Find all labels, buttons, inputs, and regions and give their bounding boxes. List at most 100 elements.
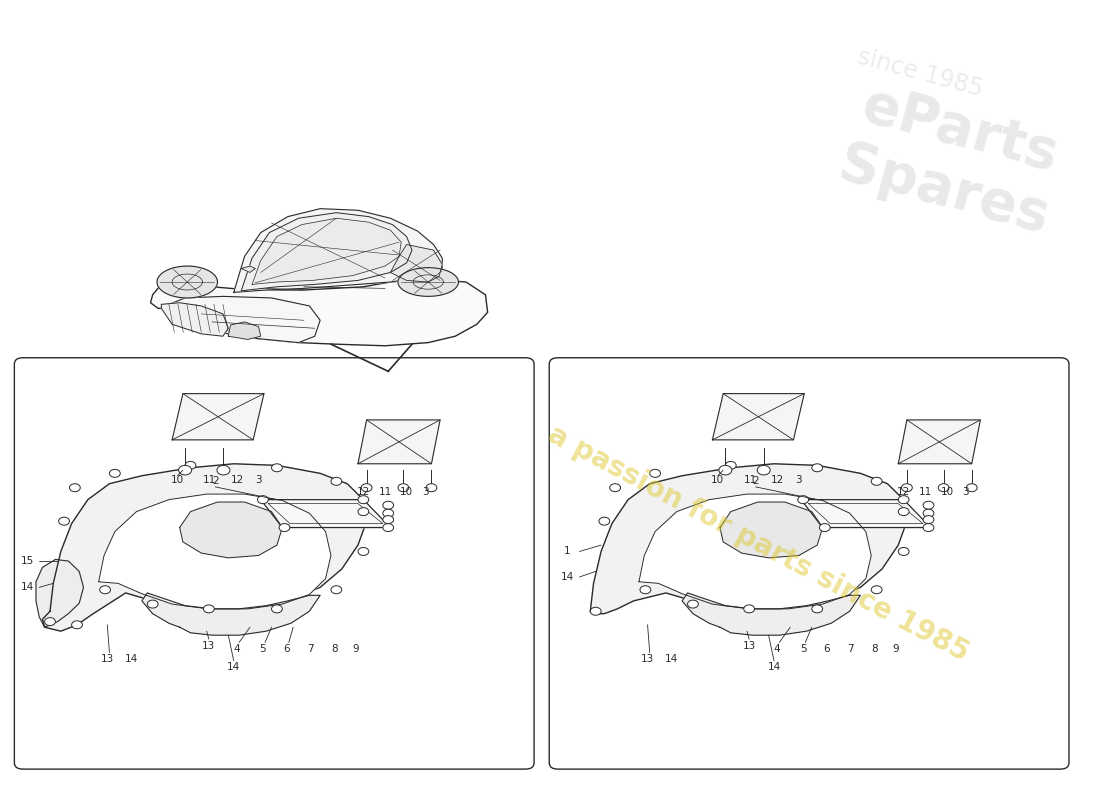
FancyBboxPatch shape [14,358,535,769]
Circle shape [598,517,609,525]
Circle shape [383,502,394,510]
Text: 11: 11 [744,474,757,485]
Text: 3: 3 [795,474,802,485]
Text: 11: 11 [378,486,392,497]
Polygon shape [99,494,331,609]
Text: 15: 15 [21,556,34,566]
Polygon shape [151,279,487,346]
Text: 14: 14 [664,654,678,664]
Text: 6: 6 [824,644,830,654]
Polygon shape [261,500,390,527]
Text: 12: 12 [896,486,911,497]
Text: 14: 14 [124,654,138,664]
Circle shape [217,466,230,475]
Text: 2: 2 [212,476,219,486]
Circle shape [899,496,909,504]
Circle shape [358,547,368,555]
Circle shape [688,600,698,608]
Text: 10: 10 [712,474,725,485]
Polygon shape [899,420,980,464]
Circle shape [719,466,732,475]
Circle shape [640,586,651,594]
Text: 2: 2 [752,476,759,486]
Polygon shape [390,245,442,282]
Polygon shape [229,322,261,339]
Circle shape [204,605,214,613]
Circle shape [812,464,823,472]
Circle shape [178,466,191,475]
Circle shape [272,605,283,613]
Polygon shape [157,266,218,298]
Text: 6: 6 [284,644,290,654]
FancyBboxPatch shape [549,358,1069,769]
Text: 14: 14 [227,662,240,672]
Circle shape [257,496,268,504]
Polygon shape [591,464,906,614]
Circle shape [69,484,80,492]
Text: 14: 14 [561,572,574,582]
Circle shape [279,523,290,531]
Text: 3: 3 [255,474,262,485]
Text: 10: 10 [940,486,954,497]
Polygon shape [682,593,860,635]
Text: 13: 13 [641,654,654,664]
Circle shape [147,600,158,608]
Text: 12: 12 [230,474,243,485]
Text: 10: 10 [400,486,414,497]
Text: 11: 11 [918,486,932,497]
Text: a passion for parts since 1985: a passion for parts since 1985 [542,420,974,667]
Circle shape [361,484,372,492]
Circle shape [820,523,830,531]
Circle shape [757,466,770,475]
Text: 5: 5 [800,644,806,654]
Polygon shape [36,559,84,627]
Text: 13: 13 [101,654,114,664]
Text: 4: 4 [233,644,240,654]
Polygon shape [358,420,440,464]
Text: 7: 7 [847,644,854,654]
Polygon shape [252,218,402,285]
Polygon shape [172,394,264,440]
Circle shape [398,484,409,492]
Text: 9: 9 [893,644,900,654]
Circle shape [331,586,342,594]
Circle shape [899,508,909,515]
Text: 4: 4 [774,644,781,654]
Circle shape [812,605,823,613]
Polygon shape [162,302,229,336]
Text: 13: 13 [742,641,756,650]
Polygon shape [639,494,871,609]
Circle shape [72,621,82,629]
Circle shape [358,508,368,515]
Circle shape [899,547,909,555]
Polygon shape [241,266,255,273]
Polygon shape [233,209,442,292]
Text: 3: 3 [421,486,428,497]
Text: 3: 3 [961,486,969,497]
Circle shape [609,484,620,492]
Circle shape [331,478,342,486]
Circle shape [650,470,660,478]
Text: 1: 1 [564,546,571,557]
Polygon shape [801,500,931,527]
Polygon shape [241,213,412,290]
Text: 14: 14 [21,582,34,592]
Circle shape [426,484,437,492]
Text: 12: 12 [771,474,784,485]
Circle shape [272,464,283,472]
Circle shape [45,618,55,626]
Circle shape [358,496,368,504]
Circle shape [923,523,934,531]
Circle shape [58,517,69,525]
Circle shape [938,484,949,492]
Circle shape [744,605,755,613]
Text: 13: 13 [202,641,216,650]
Circle shape [871,478,882,486]
Circle shape [923,502,934,510]
Text: 14: 14 [768,662,781,672]
Polygon shape [713,394,804,440]
Polygon shape [43,464,366,631]
Text: 8: 8 [331,644,338,654]
Circle shape [966,484,977,492]
Text: 7: 7 [307,644,314,654]
